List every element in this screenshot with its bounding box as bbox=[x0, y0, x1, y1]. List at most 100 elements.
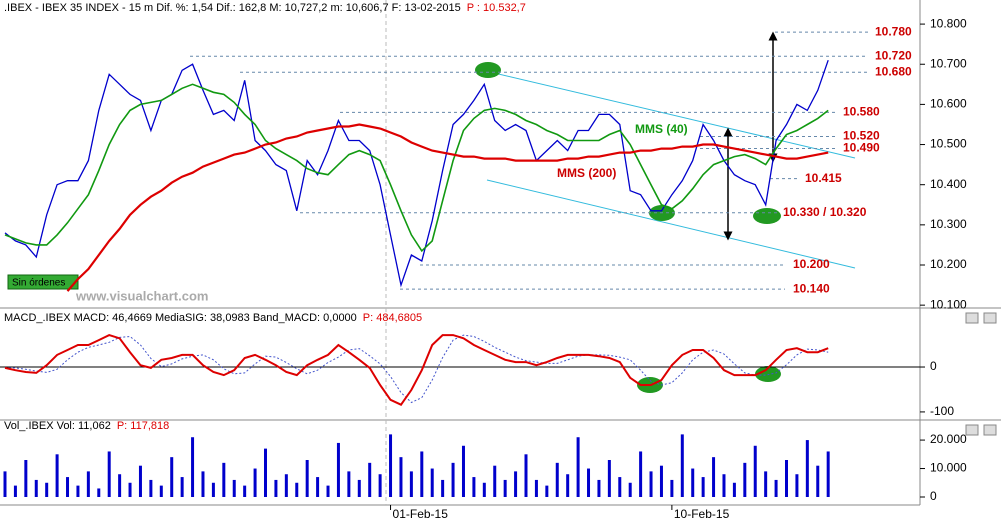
y-tick-label: 0 bbox=[930, 359, 937, 373]
bar bbox=[618, 477, 622, 497]
y-tick-label: 10.000 bbox=[930, 461, 967, 475]
bar bbox=[524, 454, 528, 497]
bar bbox=[24, 460, 28, 497]
bar bbox=[722, 474, 726, 497]
bar bbox=[534, 479, 538, 497]
panel-subtitle: P : 10.532,7 bbox=[467, 2, 526, 14]
level-label: 10.780 bbox=[875, 24, 912, 38]
bar bbox=[191, 437, 195, 497]
panel-title: MACD_.IBEX MACD: 46,4669 MediaSIG: 38,09… bbox=[4, 312, 357, 324]
bar bbox=[420, 451, 424, 497]
y-tick-label: 20.000 bbox=[930, 432, 967, 446]
level-label: 10.720 bbox=[875, 48, 912, 62]
annotation-box bbox=[7, 274, 79, 290]
y-tick-label: 10.800 bbox=[930, 16, 967, 30]
bar bbox=[461, 445, 465, 497]
bar bbox=[326, 485, 330, 497]
panel-button[interactable] bbox=[965, 312, 979, 324]
highlight bbox=[755, 366, 781, 382]
level-label: 10.140 bbox=[793, 281, 830, 295]
panel-button[interactable] bbox=[965, 424, 979, 436]
bar bbox=[284, 474, 288, 497]
bar bbox=[222, 462, 226, 497]
panel-button[interactable] bbox=[983, 312, 997, 324]
bar bbox=[128, 482, 132, 497]
bar bbox=[368, 462, 372, 497]
bar bbox=[805, 440, 809, 497]
bar bbox=[732, 482, 736, 497]
bar bbox=[826, 451, 830, 497]
bar bbox=[555, 462, 559, 497]
level-label: 10.580 bbox=[843, 105, 880, 119]
series-line bbox=[4, 334, 829, 406]
y-tick-label: 10.200 bbox=[930, 257, 967, 271]
panel-title: .IBEX - IBEX 35 INDEX - 15 m Dif. %: 1,5… bbox=[4, 2, 461, 14]
bar bbox=[243, 485, 247, 497]
bar bbox=[680, 434, 684, 497]
bar bbox=[86, 471, 90, 497]
highlight bbox=[475, 62, 501, 78]
level-label: 10.415 bbox=[805, 171, 842, 185]
bar bbox=[159, 485, 163, 497]
y-tick-label: 10.700 bbox=[930, 56, 967, 70]
bar bbox=[76, 485, 80, 497]
bar bbox=[545, 485, 549, 497]
bar bbox=[566, 474, 570, 497]
y-tick-label: -100 bbox=[930, 404, 954, 418]
bar bbox=[576, 437, 580, 497]
bar bbox=[764, 471, 768, 497]
bar bbox=[305, 460, 309, 497]
bar bbox=[180, 477, 184, 497]
bar bbox=[295, 482, 299, 497]
annotation: Sin órdenes bbox=[12, 278, 65, 289]
series-line bbox=[4, 83, 829, 253]
bar bbox=[597, 479, 601, 497]
panel-title: Vol_.IBEX Vol: 11,062 bbox=[4, 420, 111, 432]
bar bbox=[607, 460, 611, 497]
bar bbox=[170, 457, 174, 497]
bar bbox=[3, 471, 7, 497]
bar bbox=[264, 448, 267, 497]
bar bbox=[691, 468, 695, 497]
bar bbox=[774, 479, 778, 497]
bar bbox=[66, 477, 70, 497]
bar bbox=[639, 451, 643, 497]
y-tick-label: 10.100 bbox=[930, 297, 967, 311]
bar bbox=[45, 482, 49, 497]
y-tick-label: 10.600 bbox=[930, 97, 967, 111]
channel-line bbox=[489, 71, 856, 159]
bar bbox=[274, 479, 278, 497]
bar bbox=[795, 474, 799, 497]
y-tick-label: 10.500 bbox=[930, 137, 967, 151]
bar bbox=[451, 462, 455, 497]
bar bbox=[211, 482, 215, 497]
bar bbox=[389, 434, 393, 497]
bar bbox=[659, 465, 663, 497]
bar bbox=[253, 468, 257, 497]
level-label: 10.520 bbox=[843, 129, 880, 143]
bar bbox=[232, 479, 236, 497]
bar bbox=[430, 468, 434, 497]
level-label: 10.680 bbox=[875, 64, 912, 78]
series-line bbox=[4, 59, 829, 288]
annotation: MMS (200) bbox=[557, 166, 616, 180]
panel-subtitle: P: 117,818 bbox=[117, 420, 169, 432]
bar bbox=[347, 471, 351, 497]
series-line bbox=[66, 123, 829, 292]
bar bbox=[149, 479, 153, 497]
watermark: www.visualchart.com bbox=[75, 288, 208, 303]
bar bbox=[118, 474, 122, 497]
bar bbox=[13, 485, 17, 497]
x-tick-label: 01-Feb-15 bbox=[393, 507, 449, 521]
panel-subtitle: P: 484,6805 bbox=[363, 312, 422, 324]
y-tick-label: 10.400 bbox=[930, 177, 967, 191]
bar bbox=[201, 471, 205, 497]
level-label: 10.330 / 10.320 bbox=[783, 205, 867, 219]
highlight bbox=[753, 208, 781, 224]
level-label: 10.490 bbox=[843, 141, 880, 155]
annotation: MMS (40) bbox=[635, 122, 688, 136]
channel-line bbox=[486, 179, 856, 269]
panel-button[interactable] bbox=[983, 424, 997, 436]
